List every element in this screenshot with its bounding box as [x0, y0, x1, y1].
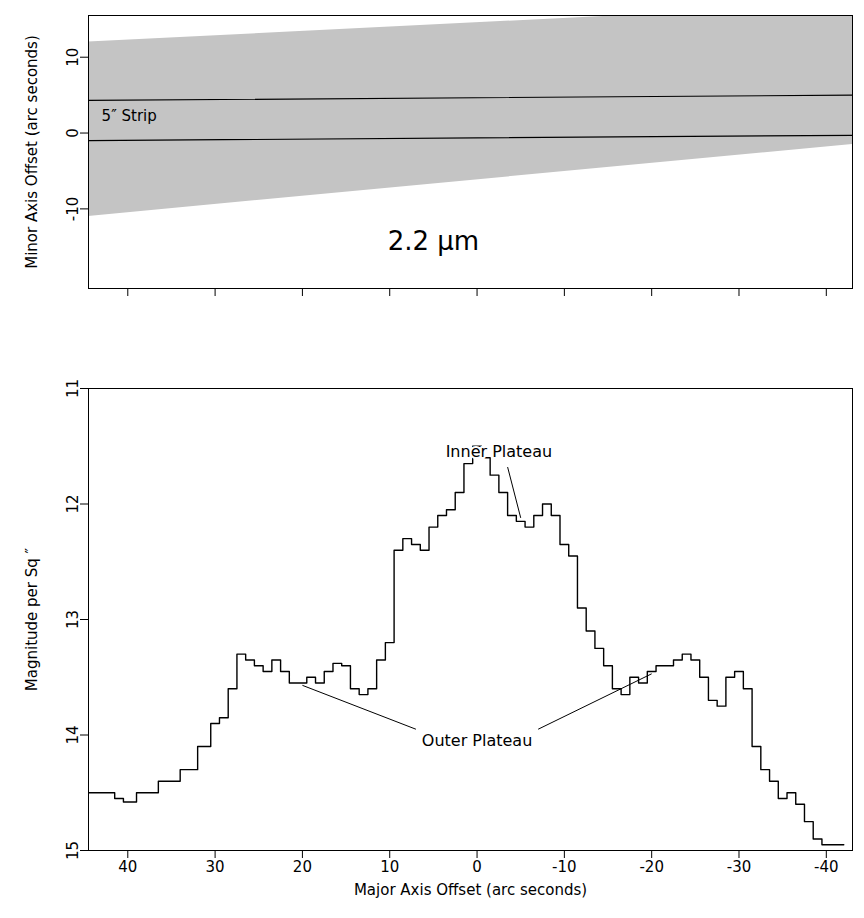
- svg-text:20: 20: [293, 858, 312, 876]
- svg-text:10: 10: [64, 48, 82, 67]
- svg-text:10: 10: [380, 858, 399, 876]
- svg-text:11: 11: [64, 379, 82, 398]
- svg-text:-20: -20: [639, 858, 664, 876]
- svg-text:-10: -10: [552, 858, 577, 876]
- svg-text:-40: -40: [814, 858, 839, 876]
- svg-text:0: 0: [472, 858, 482, 876]
- svg-text:12: 12: [64, 494, 82, 513]
- svg-text:40: 40: [118, 858, 137, 876]
- svg-text:15: 15: [64, 841, 82, 860]
- svg-text:30: 30: [206, 858, 225, 876]
- svg-text:5″ Strip: 5″ Strip: [102, 107, 157, 125]
- svg-text:Inner Plateau: Inner Plateau: [446, 442, 552, 461]
- svg-text:0: 0: [64, 128, 82, 138]
- svg-text:-30: -30: [727, 858, 752, 876]
- svg-text:13: 13: [64, 610, 82, 629]
- svg-text:Outer Plateau: Outer Plateau: [422, 731, 532, 750]
- svg-text:Minor Axis Offset (arc seconds: Minor Axis Offset (arc seconds): [23, 35, 41, 269]
- svg-text:Major Axis Offset (arc seconds: Major Axis Offset (arc seconds): [354, 881, 587, 899]
- svg-text:14: 14: [64, 725, 82, 744]
- svg-text:-10: -10: [64, 197, 82, 222]
- svg-text:2.2 μm: 2.2 μm: [388, 226, 479, 256]
- svg-text:Magnitude per Sq ″: Magnitude per Sq ″: [23, 547, 41, 691]
